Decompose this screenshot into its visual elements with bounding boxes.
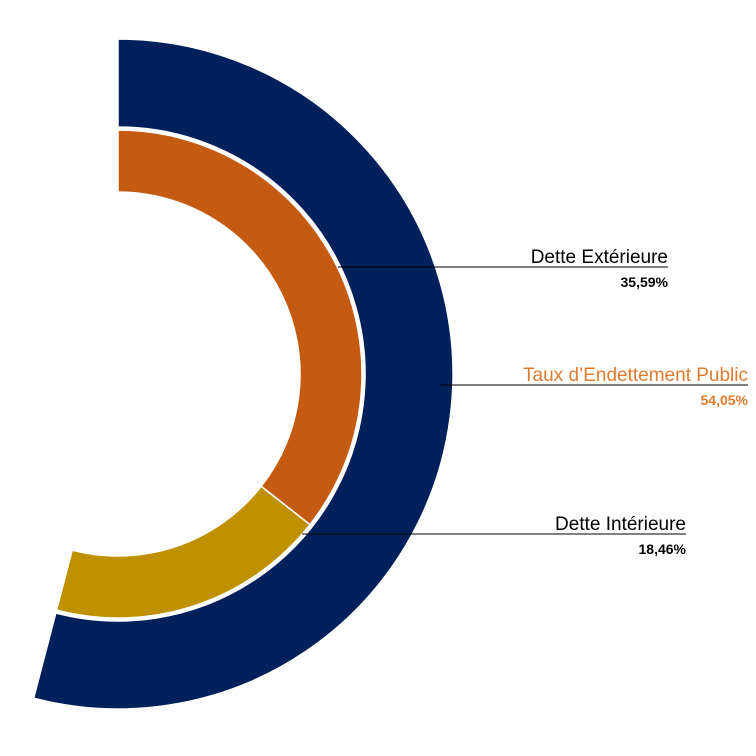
arc-taux-endettement-public xyxy=(32,38,454,710)
dette-exterieure-label: Dette Extérieure xyxy=(531,247,668,268)
dette-interieure-value-label: 18,46% xyxy=(639,541,687,557)
dette-exterieure-value-label: 35,59% xyxy=(621,274,669,290)
total-label: Taux d’Endettement Public xyxy=(523,365,748,386)
arc-dette-interieure xyxy=(55,485,312,619)
dette-interieure-label: Dette Intérieure xyxy=(555,514,686,535)
total-value-label: 54,05% xyxy=(701,392,749,408)
arc-dette-exterieure xyxy=(117,129,363,526)
chart-arcs xyxy=(32,38,454,710)
